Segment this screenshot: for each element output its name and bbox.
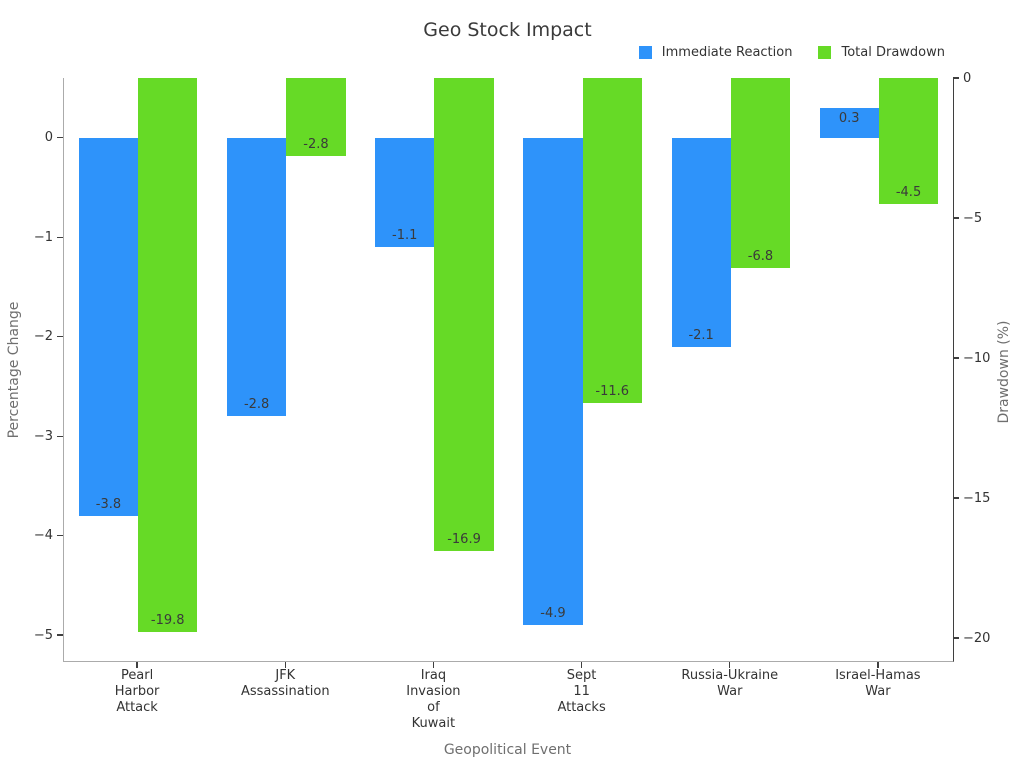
y-tick-label-left: −5: [33, 627, 53, 643]
bar-immediate-reaction-pearl-harbor-attack: [78, 137, 139, 516]
bar-immediate-reaction-jfk-assassination: [227, 137, 287, 417]
legend-entry-immediate-reaction: Immediate Reaction: [638, 45, 793, 60]
bar-total-drawdown-jfk-assassination: [286, 78, 346, 157]
y-tick-left: [57, 435, 63, 437]
legend-label: Total Drawdown: [841, 45, 945, 60]
y-tick-label-left: 0: [44, 130, 53, 146]
bar-total-drawdown-sept-11-attacks: [582, 78, 642, 403]
x-tick-label-israel-hamas-war: Israel-Hamas War: [804, 668, 952, 700]
chart-title: Geo Stock Impact: [423, 19, 592, 41]
x-tick: [580, 662, 583, 668]
y-tick-label-left: −4: [33, 528, 53, 544]
x-tick: [877, 662, 879, 668]
y-tick-label-right: −15: [963, 490, 991, 506]
y-tick-left: [57, 634, 63, 636]
x-tick-label-line: Iraq: [420, 668, 447, 683]
bar-immediate-reaction-sept-11-attacks: [523, 137, 583, 626]
bar-immediate-reaction-russia-ukraine-war: [671, 137, 731, 347]
bar-immediate-reaction-israel-hamas-war: [819, 107, 879, 138]
bar-total-drawdown-russia-ukraine-war: [730, 78, 791, 269]
x-tick-label-line: Russia-Ukraine: [681, 668, 779, 683]
legend-label: Immediate Reaction: [661, 45, 793, 60]
x-tick-label-jfk-assassination: JFK Assassination: [211, 668, 359, 700]
legend-swatch-total-drawdown: [818, 46, 832, 59]
bar-total-drawdown-pearl-harbor-attack: [138, 78, 198, 633]
bar-total-drawdown-iraq-invasion-of-kuwait: [434, 78, 494, 552]
y-tick-label-right: −5: [963, 210, 983, 226]
y-tick-label-left: −1: [33, 229, 53, 245]
y-tick-right: [953, 77, 959, 79]
y-tick-left: [57, 236, 63, 238]
y-tick-right: [953, 637, 959, 639]
x-tick: [432, 662, 435, 668]
y-tick-left: [57, 137, 63, 139]
y-tick-left: [57, 336, 63, 338]
legend: Immediate Reaction Total Drawdown: [638, 45, 945, 60]
x-tick-label-iraq-invasion-of-kuwait: Iraq Invasion of Kuwait: [359, 668, 507, 732]
x-tick-label-line: Israel-Hamas: [835, 668, 921, 683]
y-axis-label-left: Percentage Change: [6, 301, 22, 439]
y-tick-label-right: −10: [963, 350, 991, 366]
x-tick-label-line: Kuwait: [411, 716, 456, 731]
x-tick: [136, 662, 138, 668]
legend-entry-total-drawdown: Total Drawdown: [818, 45, 945, 60]
x-tick-label-russia-ukraine-war: Russia-Ukraine War: [656, 668, 804, 700]
y-axis-label-right: Drawdown (%): [996, 320, 1012, 424]
x-tick-label-line: Assassination: [240, 684, 330, 699]
x-tick-label-line: Harbor: [114, 684, 160, 699]
y-tick-label-right: −20: [963, 630, 991, 646]
x-tick-label-line: JFK: [275, 668, 296, 683]
x-tick: [729, 662, 731, 668]
legend-swatch-immediate-reaction: [638, 46, 652, 59]
x-tick-label-line: Attack: [116, 700, 158, 715]
x-tick-label-line: War: [865, 684, 891, 699]
y-tick-label-right: 0: [963, 70, 972, 86]
y-tick-right: [953, 357, 959, 359]
x-tick-label-pearl-harbor-attack: Pearl Harbor Attack: [63, 668, 211, 716]
bar-immediate-reaction-iraq-invasion-of-kuwait: [375, 137, 435, 248]
y-tick-label-left: −2: [33, 329, 53, 345]
x-tick-label-line: War: [717, 684, 743, 699]
x-tick-label-line: Pearl: [120, 668, 154, 683]
x-tick: [284, 662, 286, 668]
y-tick-label-left: −3: [33, 428, 53, 444]
x-axis-label: Geopolitical Event: [443, 742, 572, 758]
x-tick-label-line: Attacks: [557, 700, 606, 715]
x-tick-label-sept-11-attacks: Sept 11 Attacks: [508, 668, 656, 716]
y-tick-right: [953, 217, 959, 219]
y-tick-right: [953, 497, 959, 499]
plot-area: -3.8 -2.8 -1.1 -4.9 -2.1 0.3 -19.8 -2.8 -16.9 -11…: [63, 78, 954, 662]
y-tick-left: [57, 534, 63, 537]
x-tick-label-line: of: [427, 700, 440, 715]
bar-total-drawdown-israel-hamas-war: [878, 78, 939, 204]
x-tick-label-line: 11: [573, 684, 590, 699]
x-tick-label-line: Sept: [566, 668, 597, 683]
x-tick-label-line: Invasion: [406, 684, 461, 699]
